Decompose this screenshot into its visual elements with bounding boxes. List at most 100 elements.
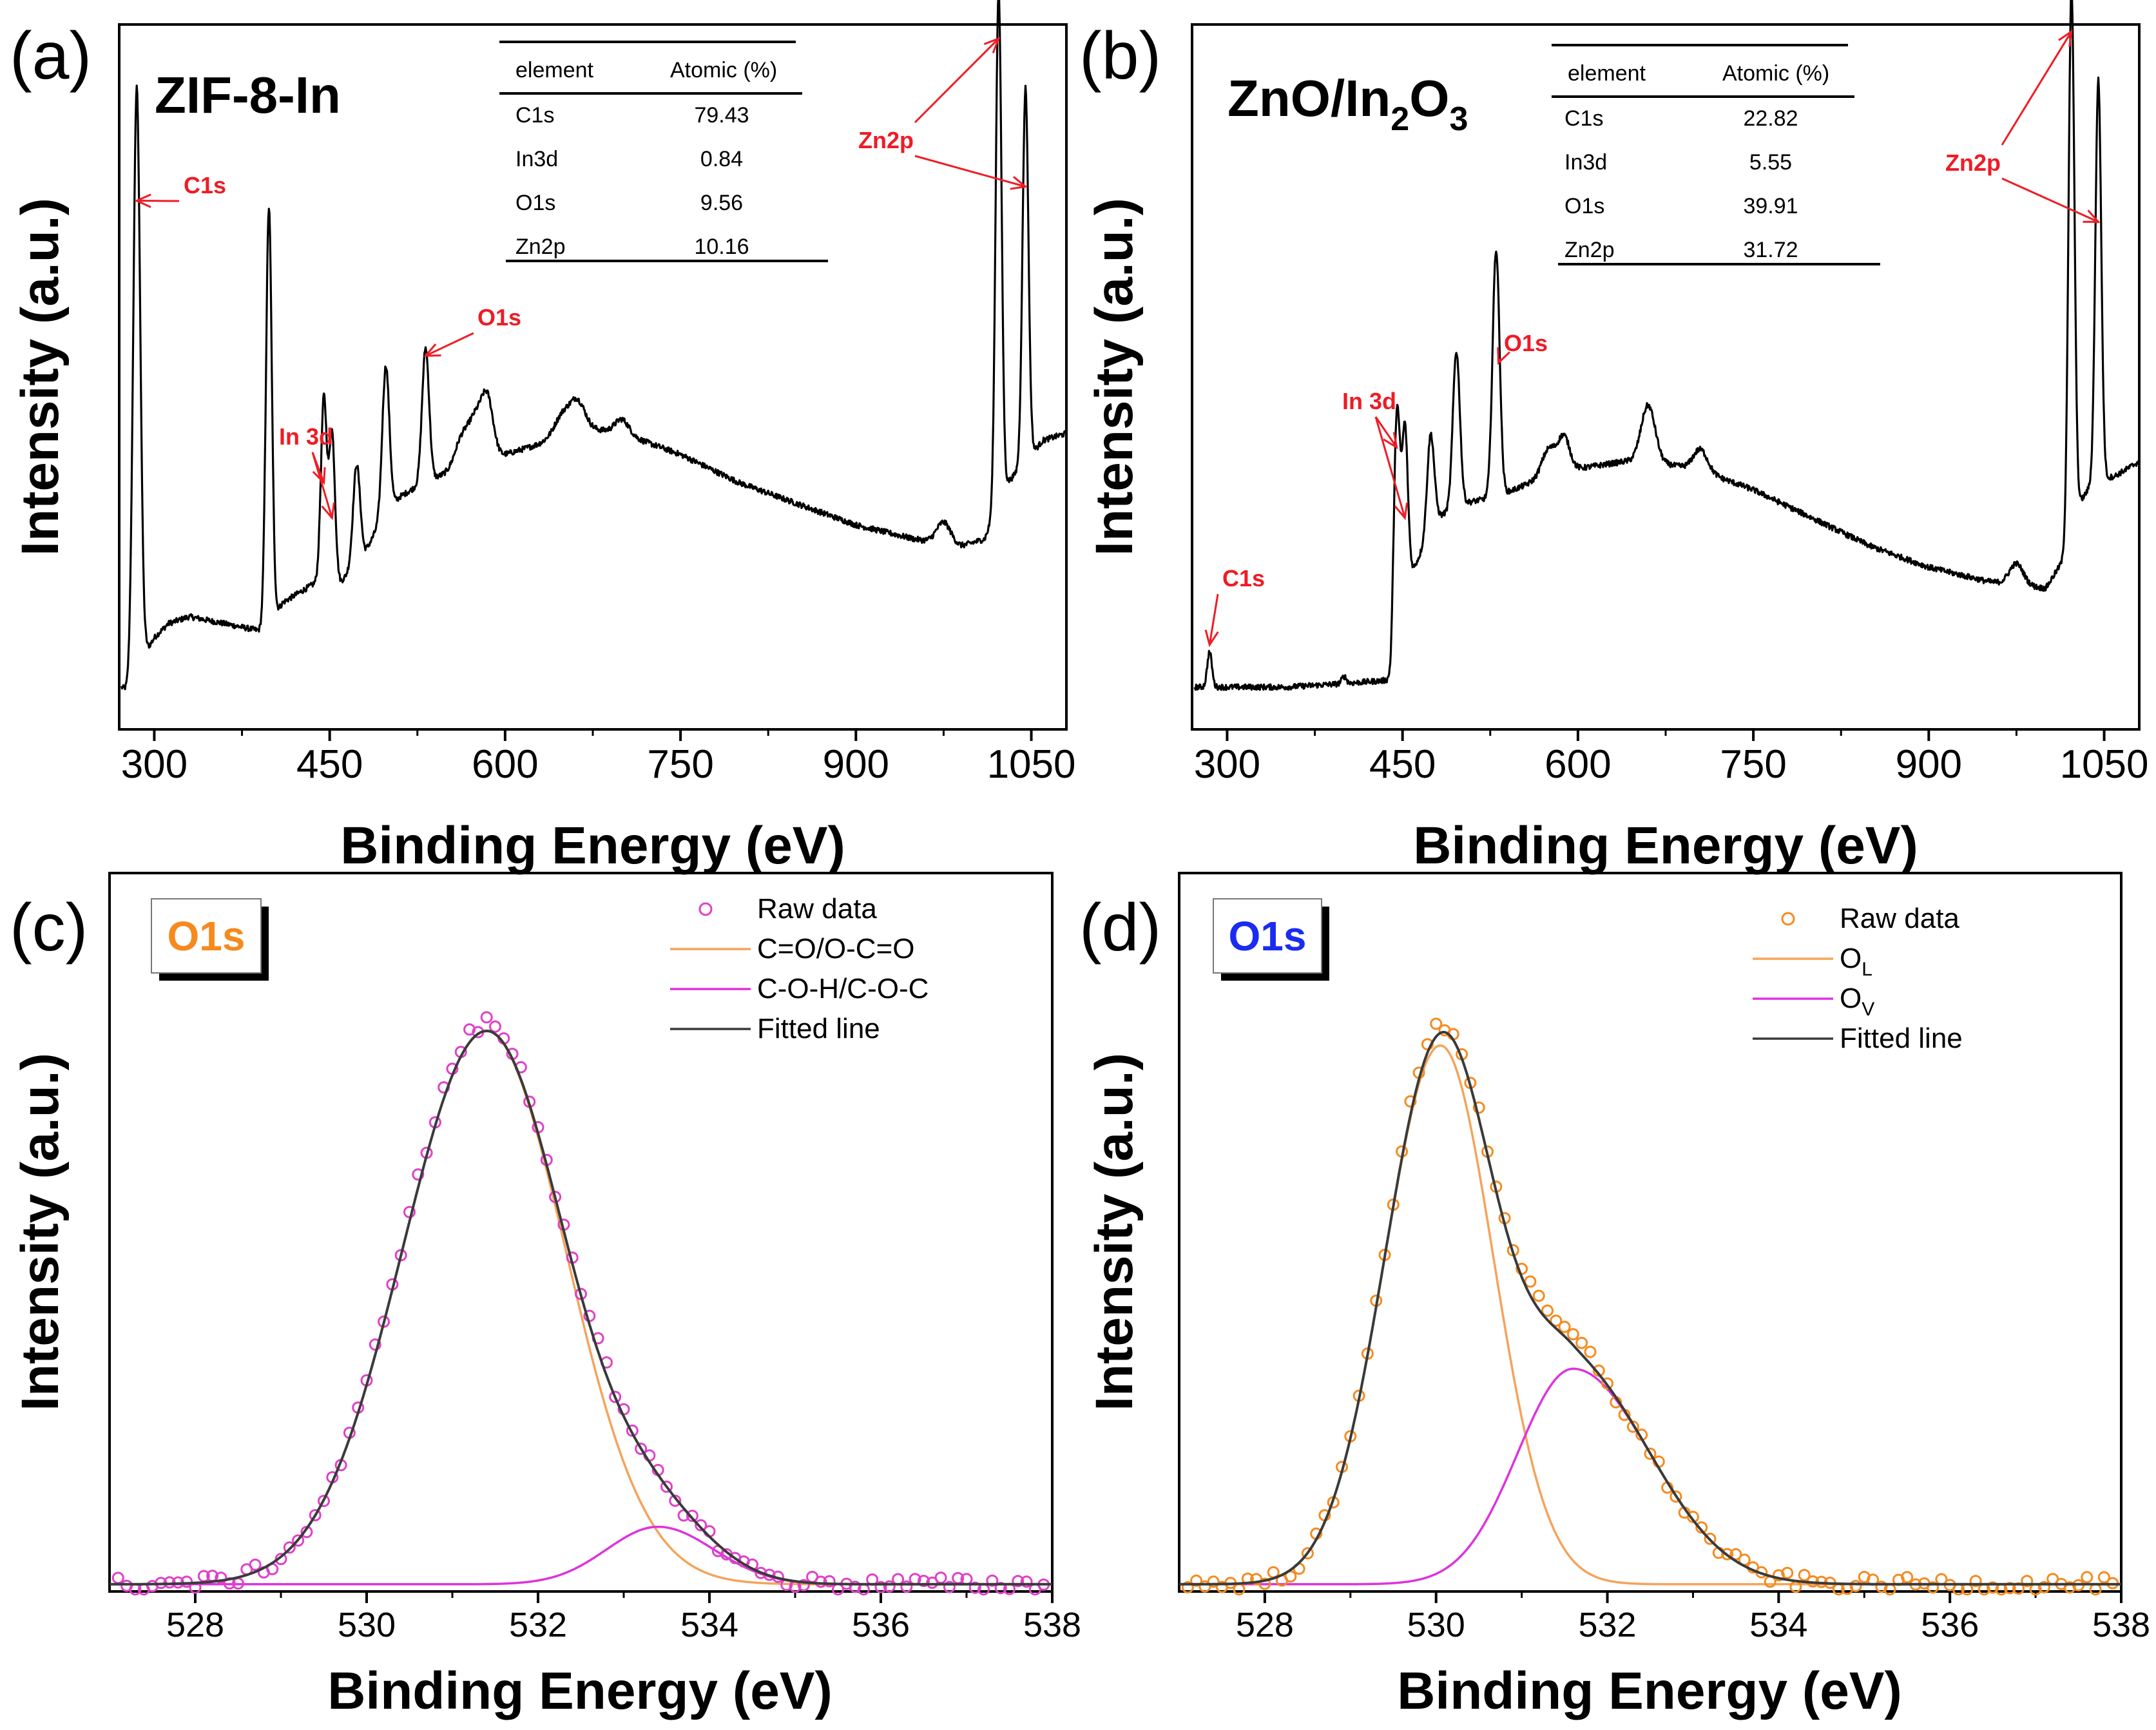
raw-data-series — [111, 1011, 1050, 1596]
raw-data-point — [900, 1581, 913, 1593]
x-tick-label: 538 — [1023, 1606, 1081, 1644]
raw-data-point — [797, 1579, 810, 1591]
raw-data-point — [1721, 1548, 1734, 1561]
raw-data-point — [111, 1571, 124, 1584]
legend: Raw data C=O/O-C=O C-O-H/C-O-C Fitted line — [670, 893, 929, 1044]
x-tick-label: 532 — [1578, 1606, 1636, 1644]
peak-annotation-arrow — [1374, 416, 1406, 519]
raw-data-point — [1020, 1575, 1033, 1588]
plot-frame — [108, 872, 1054, 1593]
panel-b: (b) 300 450 600 750 900 1050 Binding Energy (eV… — [1079, 0, 2149, 875]
raw-data-point — [1849, 1580, 1862, 1592]
raw-data-point — [892, 1573, 905, 1586]
panel-letter: (d) — [1079, 890, 1161, 965]
table-cell-value: 0.84 — [700, 147, 743, 171]
raw-data-point — [215, 1571, 227, 1584]
o1s-box-label: O1s — [151, 898, 269, 981]
x-tick-label: 1050 — [2060, 742, 2149, 787]
arrow-head — [321, 502, 335, 521]
arrow-head — [312, 467, 326, 485]
x-tick-label: 750 — [1720, 742, 1786, 787]
raw-data-series — [1181, 1017, 2119, 1596]
raw-data-point — [180, 1575, 193, 1588]
arrow-head — [1383, 432, 1398, 450]
panel-c: (c) 528 530 532 534 536 538 Binding Energy (eV)… — [10, 872, 1081, 1720]
atomic-table: element Atomic (%) C1s 79.43 In3d 0.84 O1s 9.56… — [499, 41, 828, 262]
raw-data-point — [249, 1559, 262, 1571]
raw-data-point — [2063, 1581, 2076, 1594]
peak-annotation-label: O1s — [477, 304, 521, 331]
raw-data-point — [480, 1011, 493, 1024]
table-header-atomic: Atomic (%) — [670, 58, 777, 82]
o1s-box — [151, 898, 262, 974]
raw-data-point — [2089, 1583, 2102, 1596]
raw-data-point — [2081, 1571, 2093, 1584]
raw-data-point — [1626, 1420, 1639, 1433]
legend-label: OL — [1840, 943, 1872, 980]
x-tick-label: 900 — [823, 742, 889, 787]
peak-annotation-arrow — [2001, 31, 2073, 146]
x-tick-label: 450 — [1369, 742, 1436, 787]
peak-annotation-arrow — [425, 332, 474, 357]
table-cell-value: 39.91 — [1743, 194, 1798, 218]
raw-data-point — [1404, 1095, 1417, 1108]
raw-data-point — [635, 1443, 648, 1455]
x-tick-label: 900 — [1896, 742, 1962, 787]
raw-data-point — [968, 1581, 981, 1594]
raw-data-point — [412, 1168, 425, 1181]
x-tick-label: 600 — [1545, 742, 1611, 787]
raw-data-point — [1601, 1377, 1613, 1390]
raw-data-point — [2037, 1581, 2050, 1593]
raw-data-point — [1704, 1532, 1717, 1545]
raw-data-point — [1207, 1575, 1220, 1588]
legend-label: Raw data — [1840, 903, 1959, 934]
panel-letter: (a) — [10, 19, 91, 93]
plot-frame — [1178, 872, 2122, 1593]
peak-annotation: Zn2p — [1945, 29, 2101, 223]
raw-data-point — [1987, 1581, 1999, 1594]
component-curve-1 — [110, 1030, 1052, 1586]
legend-marker — [1781, 912, 1795, 926]
x-tick-label: 528 — [1236, 1606, 1294, 1644]
raw-data-point — [1532, 1289, 1545, 1302]
peak-annotation: Zn2p — [858, 37, 1028, 190]
raw-data-point — [1772, 1569, 1785, 1582]
raw-data-point — [1258, 1577, 1271, 1590]
spectrum-line — [1193, 0, 2141, 691]
legend-label: Fitted line — [757, 1013, 880, 1044]
table-cell-value: 79.43 — [694, 103, 749, 128]
raw-data-point — [1558, 1320, 1571, 1333]
peak-annotation: C1s — [1204, 565, 1265, 648]
x-tick-label: 600 — [472, 742, 538, 787]
peak-annotation: In 3d — [1342, 388, 1409, 521]
peak-annotation-label: C1s — [184, 172, 226, 198]
panel-letter: (b) — [1079, 19, 1161, 93]
x-tick-label: 538 — [2092, 1606, 2150, 1644]
raw-data-point — [1190, 1574, 1203, 1587]
legend-label: OV — [1840, 983, 1874, 1020]
x-tick-label: 536 — [1921, 1606, 1979, 1644]
raw-data-point — [283, 1541, 296, 1554]
raw-data-point — [163, 1576, 176, 1589]
raw-data-point — [2021, 1575, 2034, 1588]
panel-a: (a) 300 450 600 750 900 1050 Binding Energy (eV… — [10, 0, 1076, 875]
fitted-curve — [1179, 1030, 2121, 1586]
raw-data-point — [934, 1571, 947, 1584]
x-tick-label: 300 — [1194, 742, 1260, 787]
peak-annotation: C1s — [134, 172, 226, 208]
o1s-box-text: O1s — [1229, 913, 1307, 959]
plot-frame — [1191, 23, 2141, 731]
peak-annotation: O1s — [423, 304, 521, 357]
table-cell-element: In3d — [515, 147, 558, 171]
raw-data-point — [2097, 1571, 2110, 1584]
table-cell-element: C1s — [1564, 106, 1603, 131]
x-tick-label: 1050 — [987, 742, 1076, 787]
x-tick-label: 530 — [1407, 1606, 1465, 1644]
peak-annotation-arrow — [137, 200, 180, 202]
peak-annotation-arrow — [2001, 177, 2099, 223]
raw-data-point — [1901, 1571, 1914, 1584]
arrow-head — [2058, 29, 2073, 47]
raw-data-point — [874, 1581, 887, 1593]
